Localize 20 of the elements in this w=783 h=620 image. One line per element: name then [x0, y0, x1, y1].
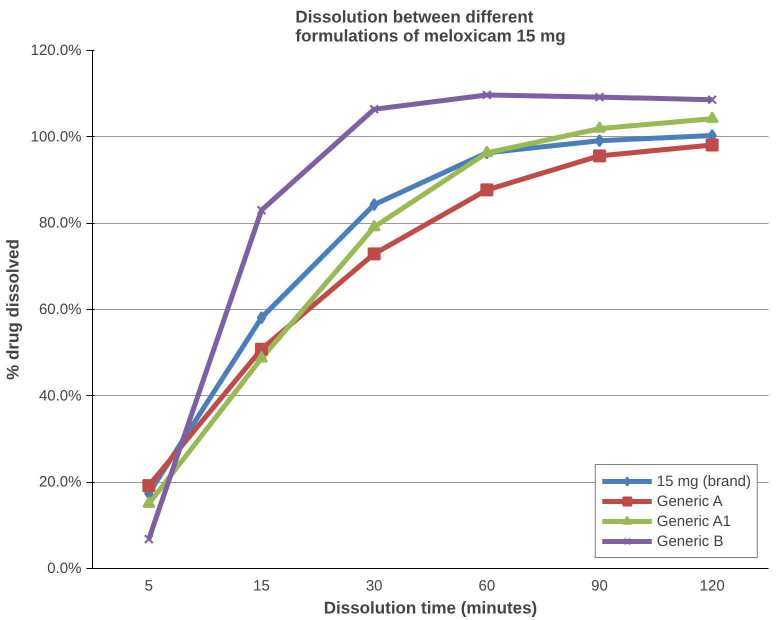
y-tick-label: 60.0%	[38, 301, 82, 318]
y-tick-label: 120.0%	[30, 42, 82, 59]
x-tick-label: 30	[366, 578, 383, 594]
y-tick-label: 80.0%	[38, 214, 82, 232]
legend-label: Generic A1	[656, 512, 731, 530]
chart-title: Dissolution between different formulations of meloxicam 15 mg	[295, 8, 566, 46]
x-tick-label: 120	[700, 578, 725, 594]
x-tick-label: 90	[591, 578, 608, 594]
legend-label: 15 mg (brand)	[656, 472, 751, 490]
y-tick-label: 40.0%	[38, 387, 82, 404]
x-tick-label: 5	[144, 578, 154, 594]
y-tick-label: 100.0%	[30, 128, 82, 146]
legend-label: Generic A	[656, 492, 723, 510]
y-tick-label: 0.0%	[47, 560, 82, 577]
x-axis-title: Dissolution time (minutes)	[324, 598, 538, 618]
x-tick-label: 15	[253, 578, 270, 594]
x-tick-label: 60	[478, 578, 496, 594]
y-axis-title: % drug dissolved	[4, 239, 23, 380]
legend-label: Generic B	[656, 532, 724, 550]
y-tick-label: 20.0%	[38, 474, 82, 491]
